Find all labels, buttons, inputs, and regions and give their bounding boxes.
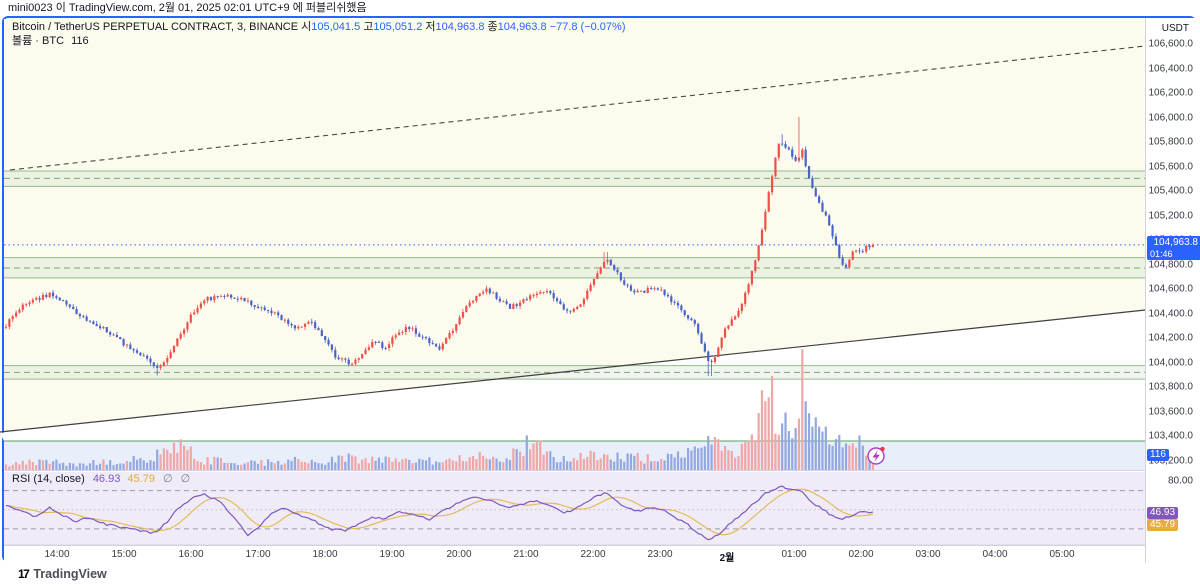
price-axis-label: 103,600.0 <box>1148 406 1194 418</box>
time-axis-label: 05:00 <box>1049 549 1075 560</box>
time-axis-label: 20:00 <box>446 549 472 560</box>
price-axis-label: 106,200.0 <box>1148 87 1194 99</box>
open-label: 시 <box>301 21 312 33</box>
time-axis-label: 04:00 <box>982 549 1008 560</box>
footer-bar: 17 TradingView <box>0 564 1200 586</box>
publish-note: mini0023 이 TradingView.com, 2월 01, 2025 … <box>0 0 1200 16</box>
price-axis[interactable]: USDT 106,600.0 106,400.0 106,200.0 106,000.… <box>1145 18 1200 563</box>
time-axis-label: 02:00 <box>848 549 874 560</box>
price-axis-label: 103,200.0 <box>1148 455 1194 467</box>
price-axis-label: 106,400.0 <box>1148 63 1194 75</box>
price-axis-label: 104,400.0 <box>1148 308 1194 320</box>
price-axis-label: 105,400.0 <box>1148 185 1194 197</box>
change-value: −77.8 (−0.07%) <box>549 21 626 33</box>
close-value: 104,963.8 <box>497 21 547 33</box>
price-axis-unit: USDT <box>1161 23 1189 34</box>
volume-label: 볼륨 · BTC <box>12 35 65 47</box>
price-axis-label: 106,000.0 <box>1148 112 1194 124</box>
high-label: 고 <box>363 21 374 33</box>
time-axis-label: 22:00 <box>580 549 606 560</box>
volume-series[interactable] <box>4 349 874 470</box>
last-price-value: 104,963.8 <box>1153 237 1199 248</box>
time-axis-label: 15:00 <box>111 549 137 560</box>
price-axis-label: 104,800.0 <box>1148 259 1194 271</box>
upper-dashed-trendline[interactable] <box>9 45 1146 171</box>
lower-solid-trendline[interactable] <box>0 309 1146 433</box>
time-axis-label: 17:00 <box>245 549 271 560</box>
low-label: 저 <box>425 21 436 33</box>
price-axis-label: 103,400.0 <box>1148 430 1194 442</box>
time-axis[interactable]: 14:00 15:00 16:00 17:00 18:00 19:00 20:00 21:00… <box>4 545 1145 564</box>
price-axis-label: 80.00 <box>1167 475 1193 487</box>
tradingview-logo-icon: 17 <box>18 567 30 581</box>
rsi-hidden-icon-2: ∅ <box>180 473 191 485</box>
price-axis-label: 105,600.0 <box>1148 161 1194 173</box>
low-value: 104,963.8 <box>435 21 485 33</box>
time-axis-label: 18:00 <box>312 549 338 560</box>
price-axis-label: 104,200.0 <box>1148 332 1194 344</box>
tradingview-logo-text: TradingView <box>33 567 107 581</box>
rsi-axis-badge: 46.93 <box>1147 507 1179 519</box>
tradingview-logo[interactable]: 17 TradingView <box>18 567 107 581</box>
last-price-badge: 104,963.8 01:46 <box>1147 236 1200 260</box>
time-axis-label: 21:00 <box>513 549 539 560</box>
price-axis-label: 104,000.0 <box>1148 357 1194 369</box>
below-trendline-region <box>0 311 1145 441</box>
price-axis-label: 104,600.0 <box>1148 283 1194 295</box>
time-axis-label: 23:00 <box>647 549 673 560</box>
rsi-hidden-icon-1: ∅ <box>163 473 173 485</box>
rsi-ma-axis-badge: 45.79 <box>1147 519 1179 531</box>
rsi-title: RSI (14, close) <box>12 473 85 485</box>
candlestick-series[interactable] <box>4 117 874 377</box>
key-zones[interactable] <box>4 170 1145 380</box>
rsi-legend[interactable]: RSI (14, close) 46.93 45.79 ∅ ∅ <box>12 472 190 486</box>
bar-countdown: 01:46 <box>1150 249 1173 259</box>
price-axis-label: 105,200.0 <box>1148 210 1194 222</box>
high-value: 105,051.2 <box>373 21 423 33</box>
time-axis-label: 14:00 <box>44 549 70 560</box>
symbol-title: Bitcoin / TetherUS PERPETUAL CONTRACT, 3… <box>12 21 299 33</box>
volume-legend[interactable]: 볼륨 · BTC 116 <box>12 35 89 48</box>
price-axis-label: 105,800.0 <box>1148 136 1194 148</box>
lightning-icon[interactable] <box>867 446 885 465</box>
price-axis-label: 106,600.0 <box>1148 38 1194 50</box>
time-axis-label: 16:00 <box>178 549 204 560</box>
open-value: 105,041.5 <box>311 21 361 33</box>
close-label: 종 <box>487 21 498 33</box>
price-axis-label: 103,800.0 <box>1148 381 1194 393</box>
volume-axis-badge: 116 <box>1147 449 1169 461</box>
rsi-line <box>5 485 874 541</box>
time-axis-label: 01:00 <box>781 549 807 560</box>
volume-value: 116 <box>71 35 89 47</box>
rsi-ma-line <box>5 488 874 536</box>
rsi-value: 46.93 <box>92 473 121 485</box>
time-axis-label: 03:00 <box>915 549 941 560</box>
time-axis-label: 19:00 <box>379 549 405 560</box>
time-axis-label: 2월 <box>719 553 735 564</box>
rsi-ma-value: 45.79 <box>127 473 155 485</box>
symbol-legend[interactable]: Bitcoin / TetherUS PERPETUAL CONTRACT, 3… <box>12 21 626 34</box>
